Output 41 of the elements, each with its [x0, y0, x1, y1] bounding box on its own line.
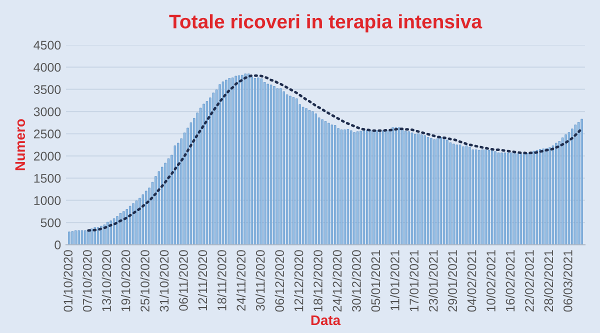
y-tick-label: 1000	[34, 196, 61, 206]
x-tick-label: 17/01/2021	[409, 250, 419, 312]
x-tick-label: 24/11/2020	[236, 250, 246, 311]
x-tick-label: 30/11/2020	[256, 250, 265, 311]
y-tick-label: 3500	[34, 85, 61, 94]
x-tick-label: 12/11/2020	[198, 250, 208, 310]
x-tick-label: 31/10/2020	[159, 250, 169, 312]
y-axis-title: Numero	[15, 119, 26, 170]
y-tick-label: 4000	[34, 62, 61, 72]
x-tick-label: 06/03/2021	[563, 250, 572, 312]
y-tick-label: 0	[54, 240, 61, 250]
x-tick-label: 23/01/2021	[428, 250, 438, 312]
line-series	[87, 74, 584, 232]
x-tick-label: 16/02/2021	[505, 250, 515, 312]
x-tick-label: 18/12/2020	[313, 250, 322, 312]
x-tick-label: 30/12/2020	[352, 250, 361, 312]
y-tick-label: 2500	[34, 130, 61, 138]
y-tick-label: 3000	[34, 107, 61, 116]
x-tick-label: 10/02/2021	[486, 250, 496, 312]
x-tick-label: 05/01/2021	[370, 250, 380, 312]
x-tick-label: 13/10/2020	[102, 250, 112, 312]
x-tick-label: 18/11/2020	[217, 250, 226, 310]
y-tick-label: 4500	[34, 40, 61, 50]
y-tick-label: 1500	[34, 174, 61, 183]
x-axis-title: Data	[311, 315, 341, 326]
x-tick-label: 28/02/2021	[544, 250, 554, 312]
x-tick-label: 06/12/2020	[274, 250, 284, 312]
x-tick-label: 19/10/2020	[121, 250, 130, 312]
chart-title: Totale ricoveri in terapia intensiva	[169, 14, 482, 32]
x-tick-label: 29/01/2021	[448, 250, 458, 312]
x-tick-label: 04/02/2021	[467, 250, 476, 312]
x-tick-label: 01/10/2020	[63, 250, 73, 312]
x-tick-label: 07/10/2020	[82, 250, 92, 312]
x-tick-label: 12/12/2020	[294, 250, 304, 312]
x-tick-label: 24/12/2020	[332, 250, 342, 312]
x-tick-label: 25/10/2020	[140, 250, 150, 312]
x-tick-label: 22/02/2021	[524, 250, 534, 312]
y-tick-label: 2000	[34, 152, 61, 161]
x-tick-label: 06/11/2020	[178, 250, 188, 311]
y-tick-label: 500	[40, 218, 61, 228]
x-tick-label: 11/01/2021	[390, 250, 400, 310]
